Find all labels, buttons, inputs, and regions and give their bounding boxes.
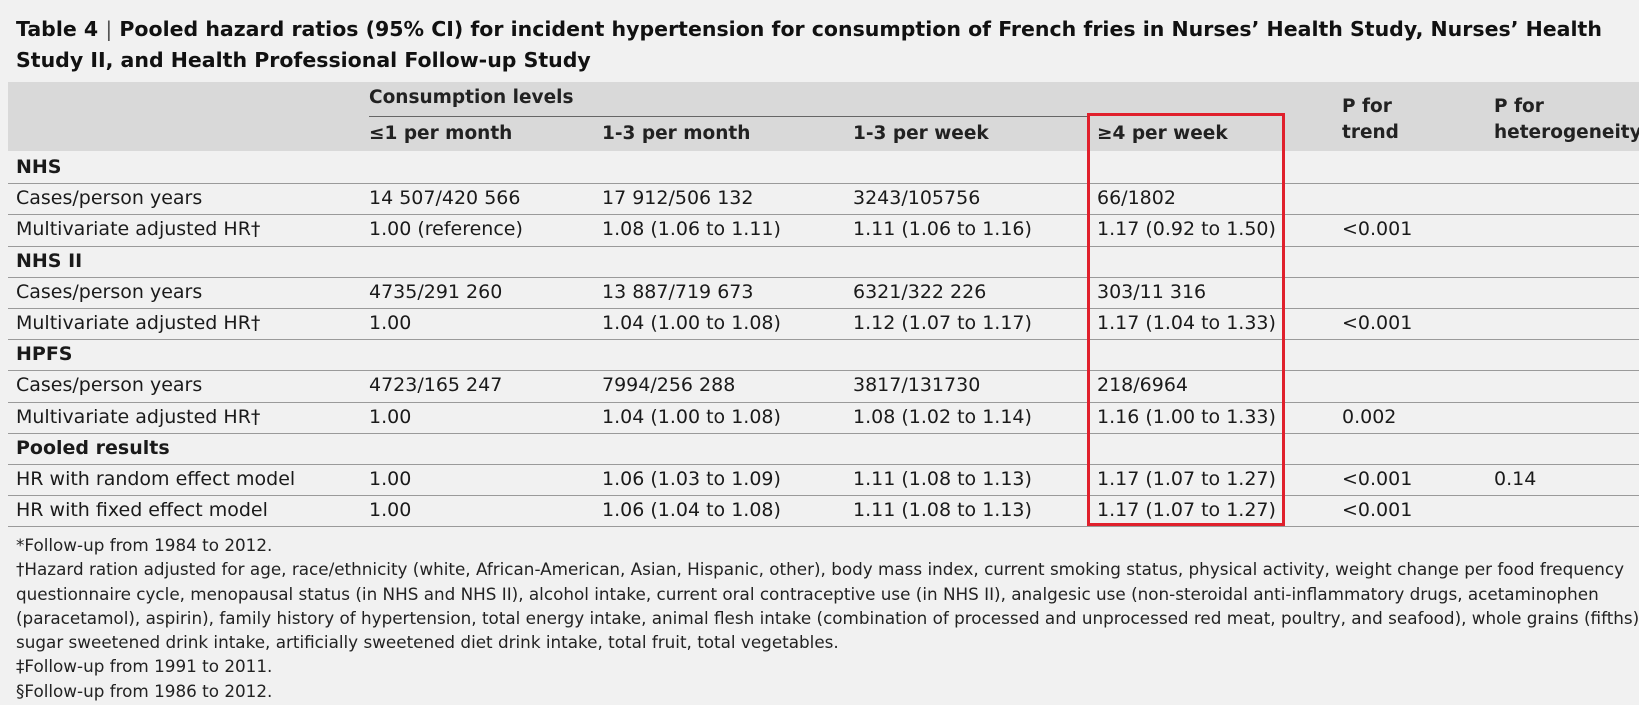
cell-ge4-per-week: 1.16 (1.00 to 1.33)	[1097, 406, 1276, 428]
cell-le1-per-month: 1.00	[369, 499, 412, 521]
header-divider	[369, 116, 1087, 117]
footnote: sugar sweetened drink intake, artificial…	[16, 632, 839, 653]
row-divider	[8, 402, 1639, 403]
level-header-2: 1-3 per month	[602, 123, 751, 144]
row-divider	[8, 526, 1639, 527]
row-label: Multivariate adjusted HR†	[16, 406, 261, 428]
cell-le1-per-month: 1.00	[369, 406, 412, 428]
cell-1-3-per-week: 3817/131730	[853, 374, 981, 396]
cell-1-3-per-week: 6321/322 226	[853, 281, 987, 303]
cell-1-3-per-week: 1.12 (1.07 to 1.17)	[853, 312, 1032, 334]
table-title: Table 4 | Pooled hazard ratios (95% CI) …	[16, 14, 1626, 76]
row-label: Cases/person years	[16, 281, 203, 303]
cell-p-trend: 0.002	[1342, 406, 1397, 428]
p-trend-header-line1: P for	[1342, 96, 1392, 117]
cell-p-trend: <0.001	[1342, 468, 1413, 490]
cell-1-3-per-week: 1.11 (1.06 to 1.16)	[853, 218, 1032, 240]
cell-1-3-per-month: 7994/256 288	[602, 374, 736, 396]
row-divider	[8, 464, 1639, 465]
cell-ge4-per-week: 1.17 (1.04 to 1.33)	[1097, 312, 1276, 334]
footnote: ‡Follow-up from 1991 to 2011.	[16, 656, 273, 677]
cell-le1-per-month: 1.00	[369, 312, 412, 334]
table-label: Table 4	[16, 17, 99, 41]
cell-1-3-per-week: 1.11 (1.08 to 1.13)	[853, 468, 1032, 490]
consumption-levels-header: Consumption levels	[369, 87, 574, 108]
footnote: §Follow-up from 1986 to 2012.	[16, 680, 273, 701]
cell-1-3-per-week: 3243/105756	[853, 187, 981, 209]
cell-le1-per-month: 1.00	[369, 468, 412, 490]
row-divider	[8, 495, 1639, 496]
footnote: †Hazard ration adjusted for age, race/et…	[16, 559, 1624, 580]
cell-1-3-per-month: 1.04 (1.00 to 1.08)	[602, 406, 781, 428]
row-divider	[8, 214, 1639, 215]
cell-1-3-per-month: 1.08 (1.06 to 1.11)	[602, 218, 781, 240]
cell-p-trend: <0.001	[1342, 499, 1413, 521]
level-header-3: 1-3 per week	[853, 123, 989, 144]
cell-1-3-per-week: 1.08 (1.02 to 1.14)	[853, 406, 1032, 428]
cell-p-trend: <0.001	[1342, 218, 1413, 240]
footnote: (paracetamol), aspirin), family history …	[16, 607, 1639, 628]
footnote: *Follow-up from 1984 to 2012.	[16, 535, 273, 555]
cell-ge4-per-week: 1.17 (1.07 to 1.27)	[1097, 468, 1276, 490]
cell-1-3-per-month: 1.04 (1.00 to 1.08)	[602, 312, 781, 334]
cell-le1-per-month: 14 507/420 566	[369, 187, 521, 209]
section-heading: HPFS	[16, 343, 73, 365]
section-heading: Pooled results	[16, 437, 170, 459]
cell-p-trend: <0.001	[1342, 312, 1413, 334]
cell-1-3-per-month: 1.06 (1.04 to 1.08)	[602, 499, 781, 521]
row-label: HR with fixed effect model	[16, 499, 268, 521]
row-divider	[8, 308, 1639, 309]
row-label: Cases/person years	[16, 187, 203, 209]
row-label: Multivariate adjusted HR†	[16, 312, 261, 334]
row-divider	[8, 339, 1639, 340]
cell-1-3-per-week: 1.11 (1.08 to 1.13)	[853, 499, 1032, 521]
cell-ge4-per-week: 1.17 (1.07 to 1.27)	[1097, 499, 1276, 521]
highlight-box	[1087, 113, 1285, 526]
cell-ge4-per-week: 303/11 316	[1097, 281, 1207, 303]
title-separator: |	[105, 17, 113, 41]
cell-ge4-per-week: 66/1802	[1097, 187, 1176, 209]
row-divider	[8, 433, 1639, 434]
cell-1-3-per-month: 17 912/506 132	[602, 187, 754, 209]
row-divider	[8, 277, 1639, 278]
cell-1-3-per-month: 1.06 (1.03 to 1.09)	[602, 468, 781, 490]
section-heading: NHS	[16, 156, 62, 178]
cell-1-3-per-month: 13 887/719 673	[602, 281, 754, 303]
p-het-header-line2: heterogeneity	[1494, 122, 1639, 143]
level-header-1: ≤1 per month	[369, 123, 513, 144]
row-divider	[8, 246, 1639, 247]
section-heading: NHS II	[16, 250, 83, 272]
row-label: Cases/person years	[16, 374, 203, 396]
cell-ge4-per-week: 218/6964	[1097, 374, 1189, 396]
row-label: Multivariate adjusted HR†	[16, 218, 261, 240]
footnotes: *Follow-up from 1984 to 2012. †Hazard ra…	[16, 533, 1639, 703]
cell-le1-per-month: 4723/165 247	[369, 374, 503, 396]
cell-le1-per-month: 4735/291 260	[369, 281, 503, 303]
p-trend-header-line2: trend	[1342, 122, 1399, 143]
row-divider	[8, 370, 1639, 371]
p-het-header-line1: P for	[1494, 96, 1544, 117]
row-label: HR with random effect model	[16, 468, 296, 490]
table-title-text: Pooled hazard ratios (95% CI) for incide…	[16, 17, 1602, 72]
level-header-4: ≥4 per week	[1097, 123, 1228, 144]
cell-ge4-per-week: 1.17 (0.92 to 1.50)	[1097, 218, 1276, 240]
cell-p-heterogeneity: 0.14	[1494, 468, 1537, 490]
footnote: questionnaire cycle, menopausal status (…	[16, 583, 1599, 604]
cell-le1-per-month: 1.00 (reference)	[369, 218, 523, 240]
row-divider	[8, 183, 1639, 184]
